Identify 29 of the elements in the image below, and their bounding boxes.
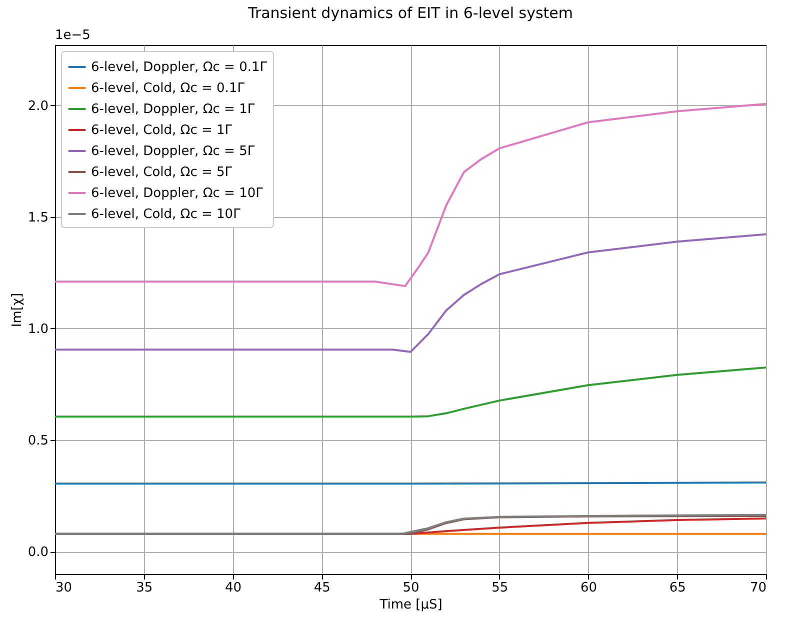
x-tick-label: 50 — [402, 580, 420, 596]
legend-label: 6-level, Doppler, Ωc = 5Γ — [91, 144, 256, 159]
y-tick-label: 1.0 — [28, 322, 48, 337]
legend-label: 6-level, Doppler, Ωc = 10Γ — [91, 186, 264, 201]
y-tick-label: 0.0 — [28, 545, 48, 560]
legend-label: 6-level, Cold, Ωc = 10Γ — [91, 207, 242, 222]
x-tick-label: 35 — [136, 580, 153, 596]
legend-label: 6-level, Doppler, Ωc = 1Γ — [91, 102, 256, 117]
legend-label: 6-level, Doppler, Ωc = 0.1Γ — [91, 60, 268, 75]
y-tick-label: 2.0 — [28, 98, 48, 114]
x-tick-label: 55 — [492, 580, 508, 596]
line-series — [55, 102, 766, 288]
x-tick-label: 30 — [56, 580, 72, 596]
x-tick-label: 65 — [669, 580, 686, 596]
x-tick-label: 40 — [224, 580, 242, 596]
legend-label: 6-level, Cold, Ωc = 0.1Γ — [91, 81, 246, 96]
x-axis-title: Time [μS] — [378, 598, 442, 612]
y-tick-label: 1.5 — [28, 210, 48, 226]
chart-title: Transient dynamics of EIT in 6-level system — [246, 4, 574, 22]
x-tick-label: 70 — [750, 580, 766, 596]
y-tick-label: 0.5 — [28, 434, 48, 449]
text: 1e−5 — [55, 28, 90, 43]
line-series — [55, 233, 766, 353]
legend-label: 6-level, Cold, Ωc = 1Γ — [91, 123, 233, 138]
y-axis-title: Im[χ] — [10, 292, 25, 328]
x-tick-label: 60 — [580, 580, 598, 596]
line-series — [55, 366, 766, 418]
legend-label: 6-level, Cold, Ωc = 5Γ — [91, 165, 233, 180]
x-tick-label: 45 — [314, 580, 330, 596]
